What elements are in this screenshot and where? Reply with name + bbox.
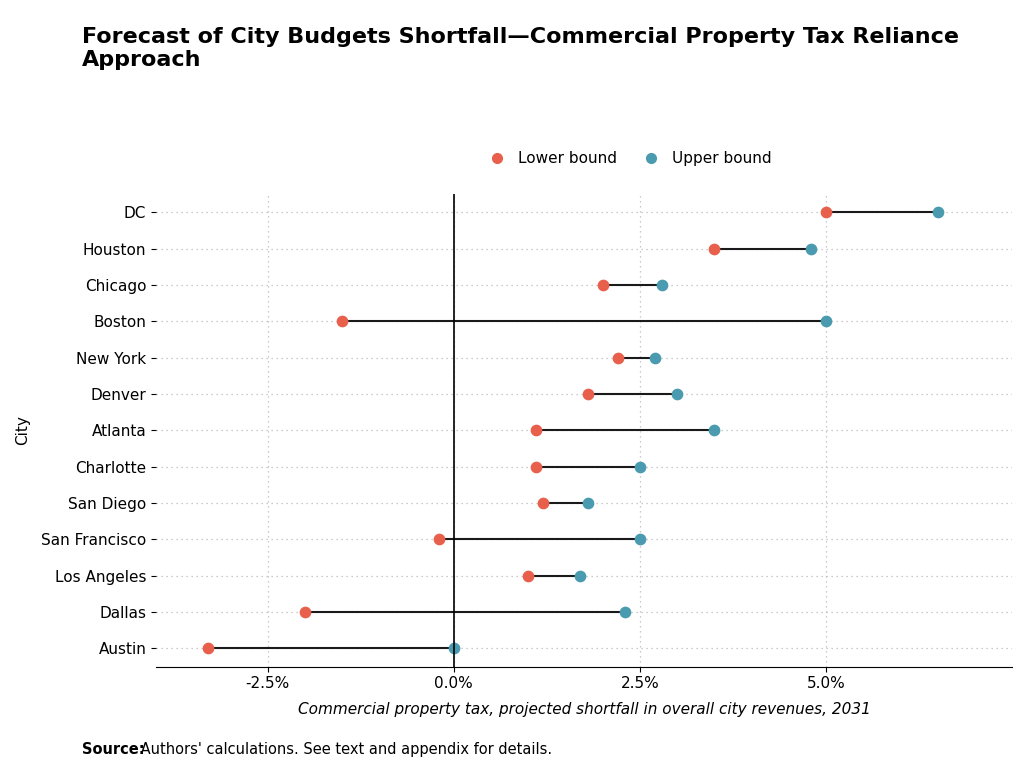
Lower bound [430, 534, 447, 546]
Y-axis label: City: City [15, 416, 30, 446]
X-axis label: Commercial property tax, projected shortfall in overall city revenues, 2031: Commercial property tax, projected short… [298, 702, 871, 718]
Lower bound [297, 606, 313, 618]
Text: Forecast of City Budgets Shortfall—Commercial Property Tax Reliance
Approach: Forecast of City Budgets Shortfall—Comme… [82, 27, 959, 70]
Lower bound [528, 460, 544, 473]
Lower bound [200, 642, 217, 655]
Lower bound [609, 352, 625, 364]
Lower bound [595, 279, 611, 291]
Upper bound [617, 606, 634, 618]
Lower bound [817, 207, 834, 219]
Upper bound [654, 279, 671, 291]
Upper bound [446, 642, 462, 655]
Upper bound [817, 315, 834, 328]
Lower bound [528, 424, 544, 436]
Upper bound [647, 352, 663, 364]
Lower bound [520, 570, 536, 582]
Lower bound [579, 388, 596, 400]
Legend: Lower bound, Upper bound: Lower bound, Upper bound [476, 145, 778, 173]
Upper bound [929, 207, 946, 219]
Text: Source:: Source: [82, 742, 145, 757]
Lower bound [707, 243, 723, 255]
Upper bound [632, 534, 648, 546]
Upper bound [632, 460, 648, 473]
Upper bound [707, 424, 723, 436]
Upper bound [579, 497, 596, 510]
Lower bound [334, 315, 350, 328]
Upper bound [572, 570, 588, 582]
Upper bound [803, 243, 820, 255]
Upper bound [669, 388, 685, 400]
Lower bound [535, 497, 551, 510]
Text: Authors' calculations. See text and appendix for details.: Authors' calculations. See text and appe… [136, 742, 551, 757]
